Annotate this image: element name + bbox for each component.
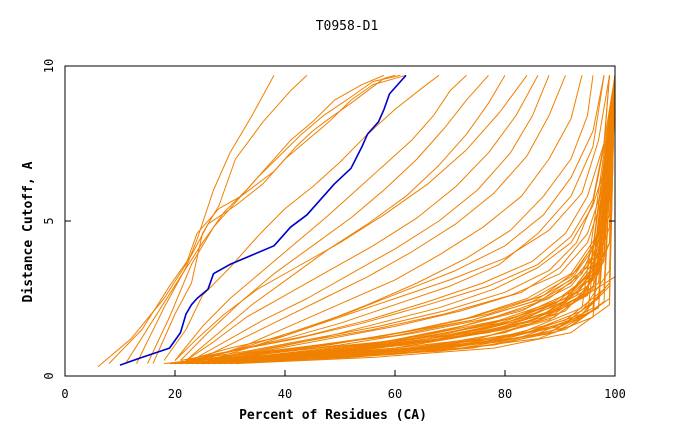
series-line-67	[312, 75, 616, 358]
series-line-60	[257, 75, 616, 361]
y-tick-label-10: 10	[42, 59, 56, 73]
series-line-13	[191, 75, 550, 361]
x-tick-label-40: 40	[278, 387, 292, 401]
series-line-23	[185, 75, 610, 361]
highlight-series-line	[119, 74, 407, 366]
series-line-31	[202, 75, 616, 365]
x-axis-label: Percent of Residues (CA)	[239, 408, 427, 423]
series-line-25	[180, 75, 616, 365]
series-line-70	[169, 75, 616, 365]
chart-title: T0958-D1	[316, 19, 379, 34]
series-line-4	[147, 74, 401, 364]
series-line-59	[207, 75, 616, 365]
series-line-20	[191, 75, 616, 361]
x-tick-label-60: 60	[388, 387, 402, 401]
series-line-12	[185, 75, 539, 361]
series-line-6	[152, 74, 308, 364]
series-line-66	[229, 276, 616, 361]
x-tick-label-80: 80	[498, 387, 512, 401]
y-axis-label: Distance Cutoff, A	[21, 161, 36, 302]
series-line-2	[108, 74, 407, 364]
series-line-55	[202, 75, 616, 365]
series-line-22	[174, 75, 610, 365]
highlight-layer	[119, 74, 407, 366]
series-line-19	[180, 75, 605, 361]
series-layer	[97, 74, 616, 368]
x-axis-ticks: 0 20 40 60 80 100	[61, 370, 626, 401]
series-line-15	[202, 75, 583, 361]
y-tick-label-0: 0	[42, 372, 56, 379]
series-line-47	[207, 75, 616, 365]
series-line-11	[174, 75, 528, 361]
series-line-9	[180, 74, 489, 361]
x-tick-label-0: 0	[61, 387, 68, 401]
series-line-14	[196, 75, 566, 361]
series-line-7	[163, 74, 440, 361]
series-line-8	[174, 74, 467, 361]
series-line-10	[185, 75, 506, 361]
y-axis-ticks: 0 5 10	[42, 59, 615, 380]
series-line-42	[202, 75, 616, 365]
series-line-18	[185, 75, 610, 361]
x-tick-label-100: 100	[604, 387, 626, 401]
series-line-5	[136, 75, 275, 364]
x-tick-label-20: 20	[168, 387, 182, 401]
series-line-3	[125, 74, 385, 364]
series-line-1	[97, 74, 396, 368]
series-line-64	[284, 75, 616, 361]
y-tick-label-5: 5	[42, 217, 56, 224]
series-line-35	[207, 75, 616, 365]
